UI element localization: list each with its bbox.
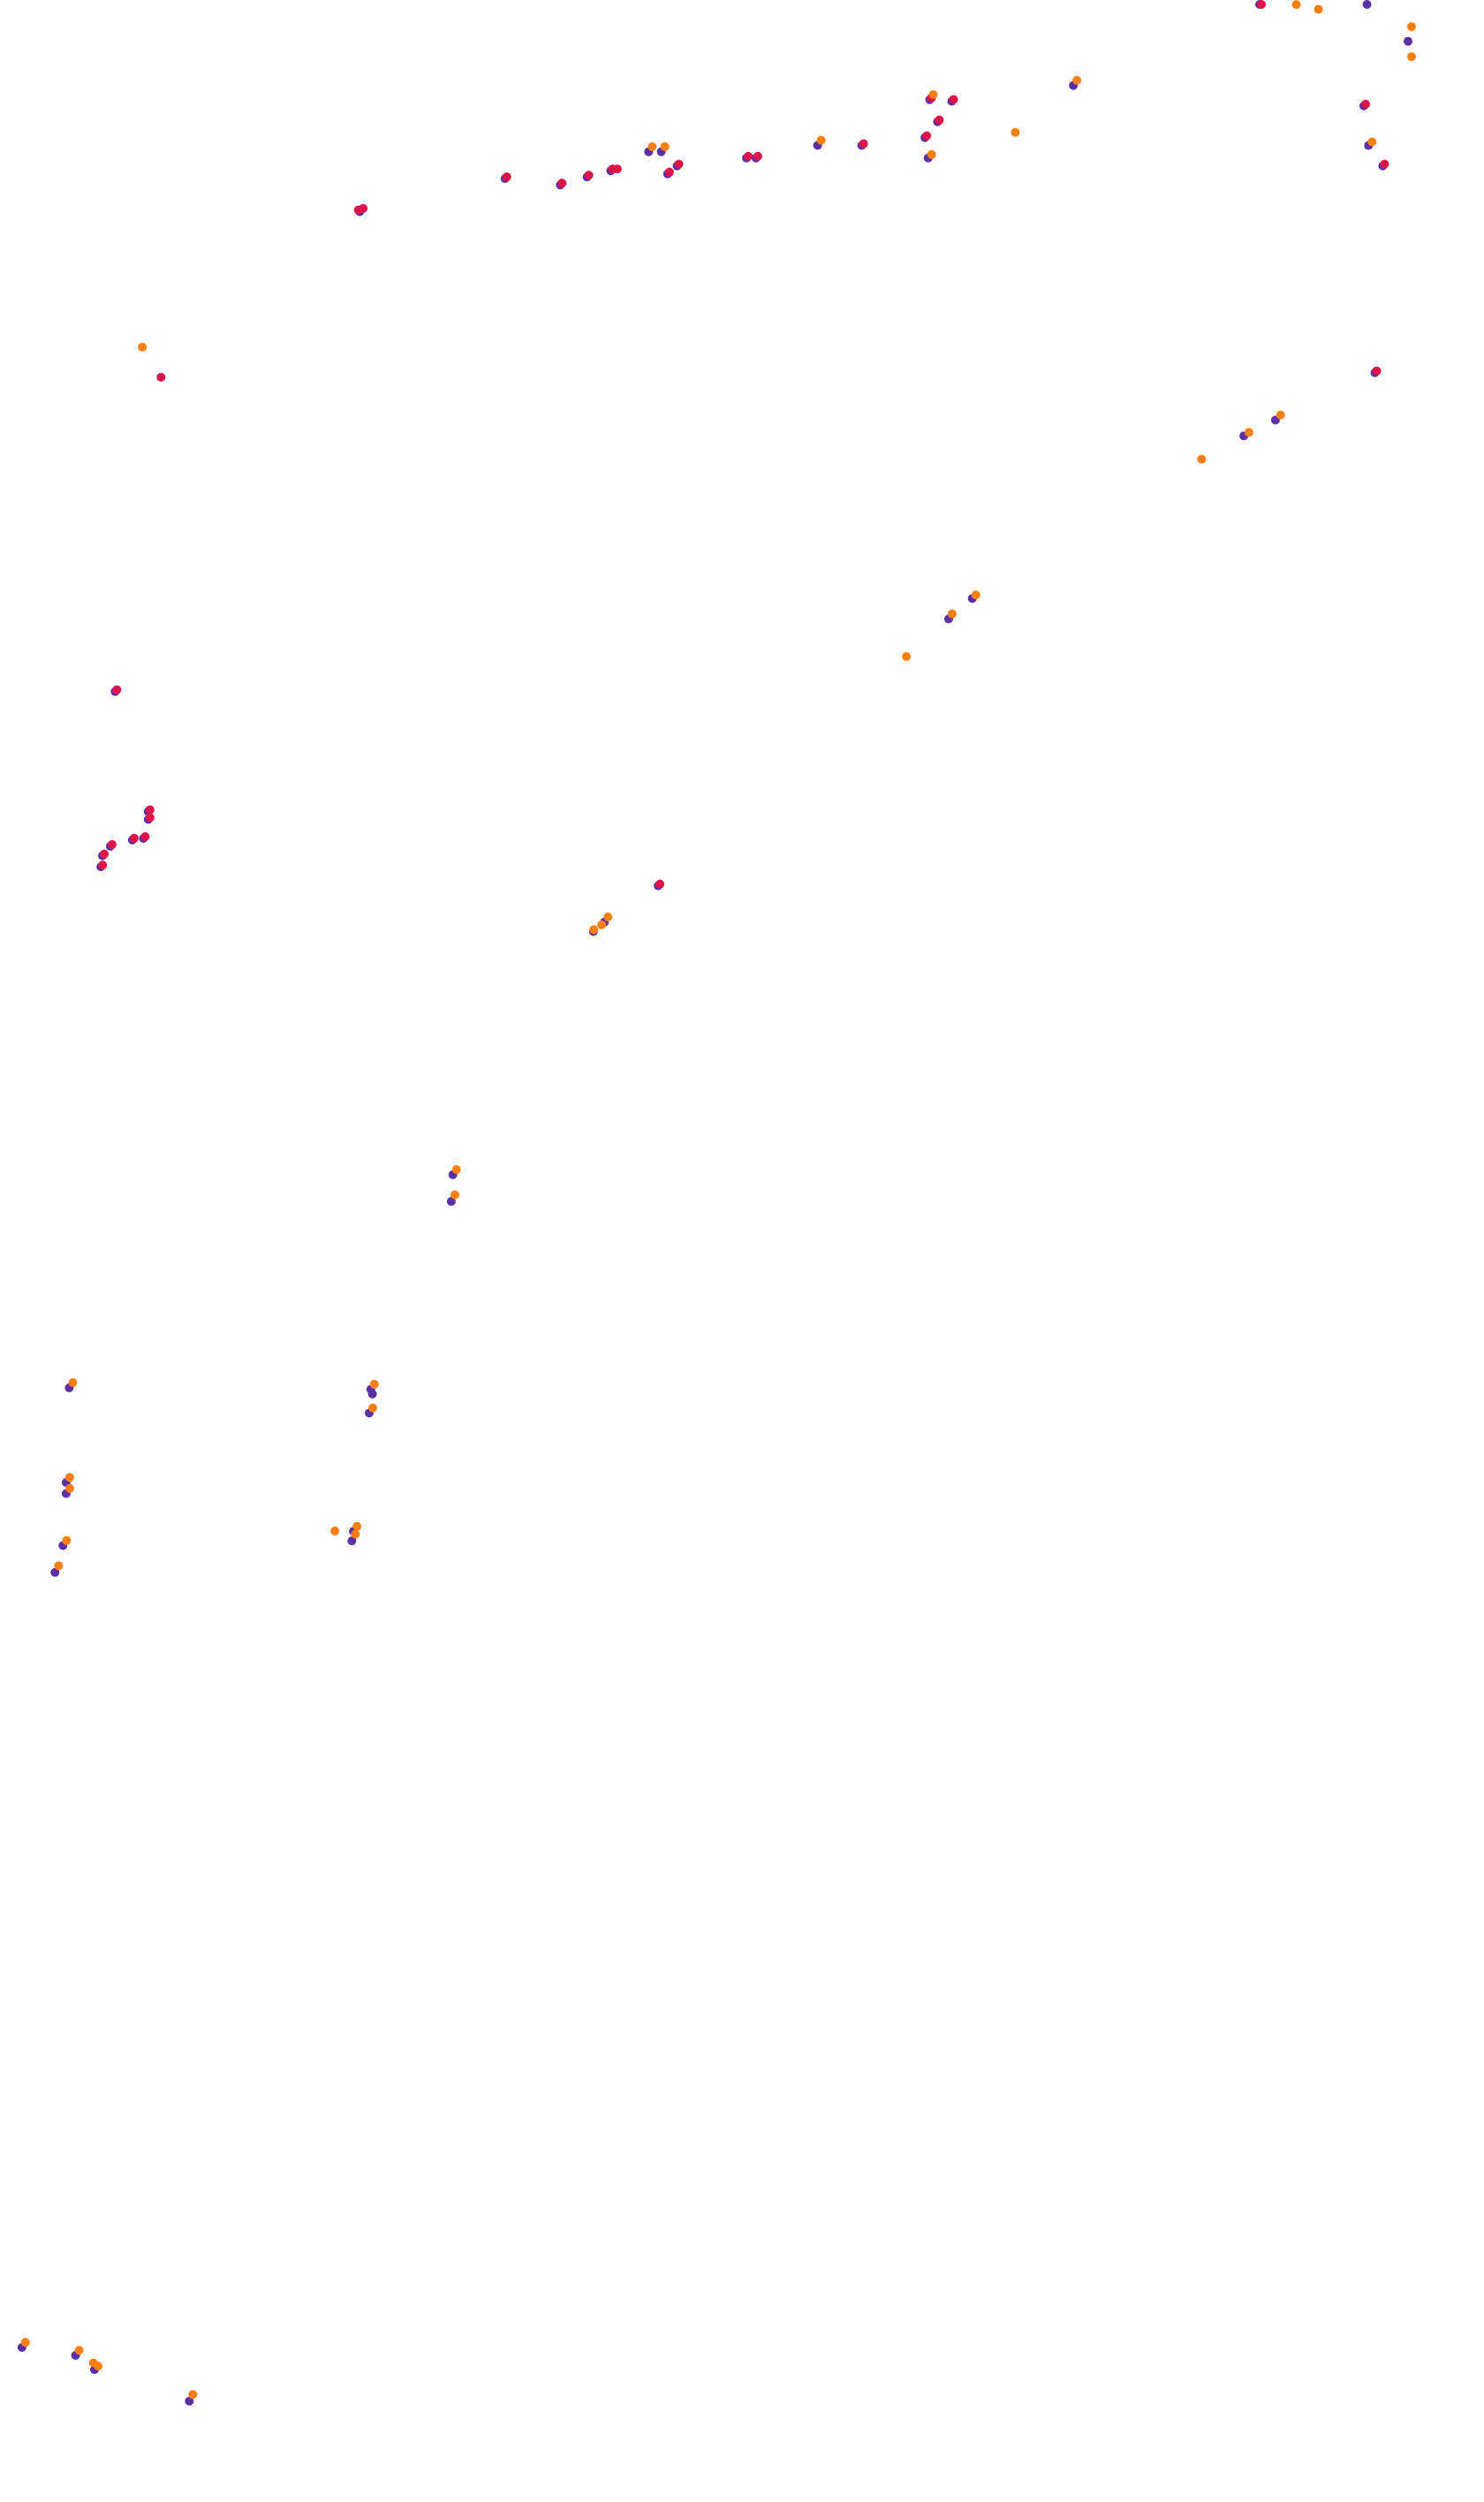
- scatter-point-orange: [74, 2346, 84, 2355]
- scatter-point-crimson: [145, 813, 155, 823]
- scatter-point-orange: [352, 1521, 362, 1531]
- scatter-point-orange: [1314, 4, 1323, 14]
- scatter-point-orange: [1011, 127, 1020, 137]
- scatter-point-crimson: [112, 685, 122, 694]
- scatter-point-orange: [351, 1529, 360, 1539]
- scatter-point-purple: [1362, 0, 1372, 9]
- scatter-point-crimson: [922, 131, 932, 140]
- scatter-point-crimson: [664, 167, 674, 177]
- scatter-point-orange: [1367, 137, 1377, 147]
- scatter-point-crimson: [140, 832, 150, 841]
- scatter-point-orange: [660, 142, 670, 151]
- scatter-point-crimson: [1257, 0, 1266, 9]
- scatter-point-orange: [1407, 22, 1416, 32]
- scatter-point-crimson: [129, 833, 139, 843]
- scatter-point-orange: [64, 1473, 74, 1482]
- scatter-point-orange: [94, 2362, 102, 2371]
- scatter-point-orange: [971, 590, 980, 600]
- scatter-point-orange: [68, 1378, 78, 1387]
- scatter-point-orange: [20, 2338, 30, 2347]
- scatter-point-orange: [368, 1403, 377, 1413]
- scatter-point-crimson: [100, 849, 109, 859]
- scatter-point-crimson: [612, 164, 622, 174]
- scatter-point-crimson: [744, 151, 753, 161]
- scatter-point-crimson: [557, 178, 567, 188]
- scatter-point-orange: [64, 1483, 74, 1493]
- scatter-point-crimson: [935, 115, 944, 125]
- scatter-point-orange: [589, 925, 599, 935]
- scatter-point-crimson: [1372, 366, 1382, 375]
- scatter-point-crimson: [1380, 159, 1389, 169]
- scatter-point-crimson: [502, 172, 511, 182]
- scatter-point-orange: [450, 1190, 459, 1200]
- scatter-point-orange: [188, 2390, 198, 2400]
- scatter-point-orange: [369, 1379, 379, 1389]
- scatter-point-orange: [1072, 75, 1082, 85]
- scatter-point-crimson: [584, 171, 594, 180]
- scatter-point-orange: [928, 90, 938, 99]
- scatter-point-orange: [1407, 52, 1416, 62]
- scatter-point-orange: [1291, 0, 1301, 10]
- scatter-point-crimson: [107, 839, 117, 849]
- points-layer: [17, 0, 1416, 2406]
- scatter-point-orange: [947, 609, 957, 618]
- scatter-point-crimson: [674, 159, 684, 169]
- scatter-point-purple: [347, 1536, 357, 1546]
- scatter-point-orange: [451, 1164, 461, 1174]
- scatter-point-orange: [927, 149, 936, 159]
- scatter-point-crimson: [753, 151, 762, 161]
- scatter-point-orange: [603, 912, 613, 921]
- scatter-point-purple: [1404, 36, 1412, 46]
- scatter-point-purple: [367, 1389, 377, 1399]
- scatter-point-purple: [50, 1567, 60, 1577]
- scatter-point-orange: [647, 142, 657, 151]
- scatter-point-orange: [597, 920, 607, 929]
- scatter-point-orange: [816, 135, 826, 145]
- scatter-point-crimson: [1361, 99, 1370, 109]
- scatter-point-crimson: [156, 373, 166, 382]
- scatter-point-orange: [1197, 454, 1207, 464]
- scatter-point-orange: [1276, 410, 1285, 420]
- scatter-point-purple: [185, 2396, 194, 2406]
- scatter-point-orange: [902, 652, 912, 662]
- scatter-point-purple: [446, 1196, 456, 1206]
- scatter-point-crimson: [359, 203, 368, 213]
- scatter-point-orange: [1244, 428, 1253, 437]
- scatter-point-crimson: [859, 139, 868, 148]
- scatter-point-crimson: [98, 861, 108, 870]
- scatter-point-orange: [138, 342, 148, 352]
- scatter-point-crimson: [655, 879, 665, 889]
- scatter-point-orange: [62, 1535, 72, 1545]
- scatter-point-orange: [330, 1526, 340, 1535]
- scatter-point-crimson: [145, 805, 155, 815]
- scatter-point-orange: [54, 1561, 64, 1571]
- scatter-point-crimson: [949, 95, 958, 104]
